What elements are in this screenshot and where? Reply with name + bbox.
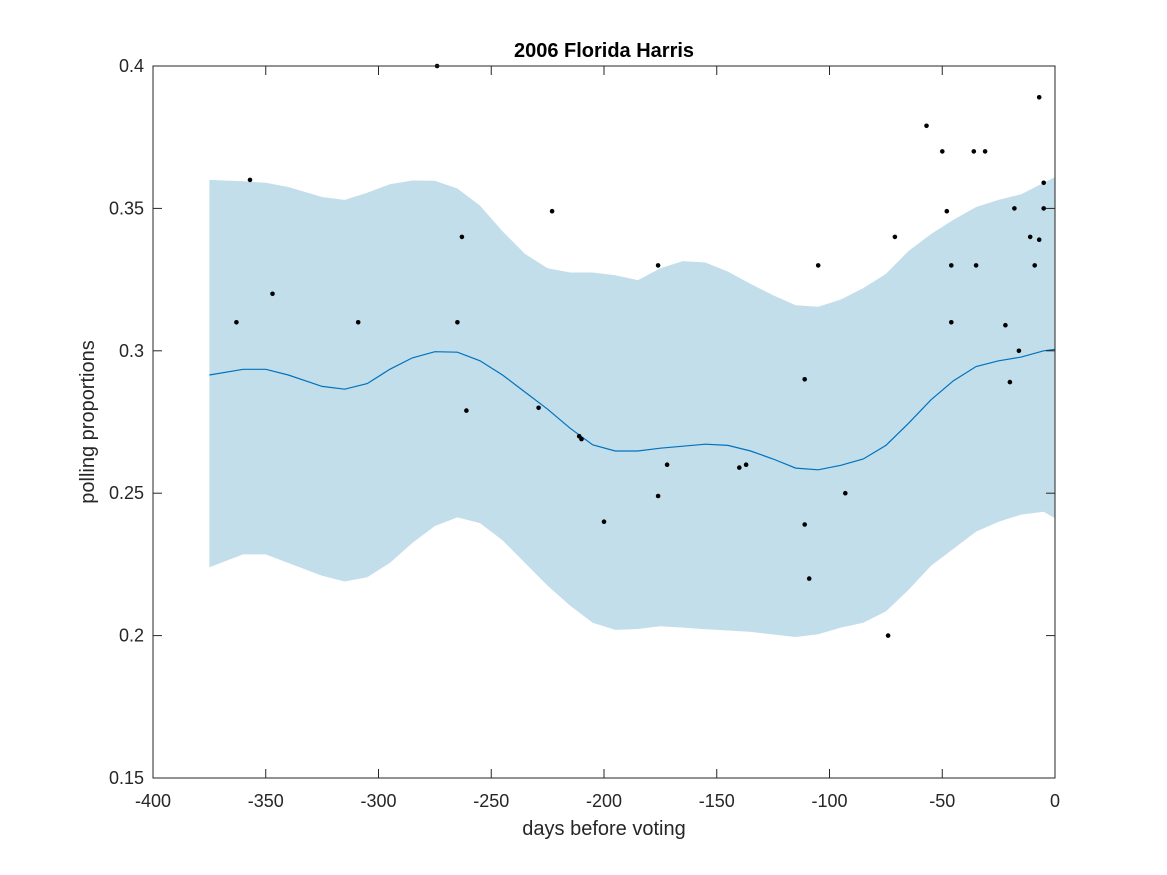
poll-point — [924, 123, 929, 129]
x-tick-label: -350 — [248, 791, 284, 811]
poll-point — [971, 149, 977, 154]
poll-point — [247, 177, 253, 183]
poll-point — [940, 149, 945, 154]
poll-point — [549, 208, 555, 214]
poll-point — [579, 436, 584, 442]
x-tick-label: 0 — [1050, 791, 1060, 811]
poll-point — [737, 465, 742, 470]
poll-point — [270, 291, 275, 297]
y-tick-label: 0.25 — [109, 483, 144, 503]
x-tick-label: -300 — [360, 791, 396, 811]
poll-point — [944, 208, 950, 214]
poll-point — [234, 320, 239, 325]
poll-point — [843, 490, 848, 496]
plot-area — [209, 63, 1056, 638]
y-tick-label: 0.4 — [119, 56, 144, 76]
x-tick-label: -150 — [699, 791, 735, 811]
poll-points — [234, 63, 1046, 638]
poll-point — [982, 149, 988, 154]
poll-point — [1041, 180, 1046, 186]
poll-point — [973, 263, 979, 268]
poll-point — [655, 493, 661, 499]
confidence-band — [209, 177, 1055, 637]
poll-point — [459, 234, 465, 240]
poll-point — [601, 519, 607, 524]
y-axis-label: polling proportions — [77, 340, 99, 503]
poll-point — [885, 633, 891, 638]
x-tick-label: -50 — [929, 791, 955, 811]
poll-point — [355, 320, 361, 325]
mean-trend-line — [209, 348, 1056, 471]
y-tick-label: 0.15 — [109, 768, 144, 788]
poll-point — [1016, 348, 1022, 354]
poll-point — [1012, 206, 1017, 211]
poll-point — [1041, 206, 1046, 211]
x-tick-label: -400 — [135, 791, 171, 811]
x-tick-label: -250 — [473, 791, 509, 811]
y-tick-label: 0.3 — [119, 341, 144, 361]
x-tick-label: -100 — [811, 791, 847, 811]
y-tick-label: 0.35 — [109, 198, 144, 218]
poll-point — [806, 576, 812, 581]
poll-point — [536, 405, 541, 411]
poll-point — [1027, 234, 1033, 240]
poll-point — [1003, 322, 1008, 328]
poll-point — [455, 320, 460, 325]
poll-point — [1036, 95, 1042, 100]
poll-point — [464, 408, 469, 413]
poll-point — [949, 320, 954, 325]
x-tick-label: -200 — [586, 791, 622, 811]
poll-point — [1032, 263, 1037, 268]
poll-point — [743, 462, 749, 468]
x-axis-ticks: -400 -350 -300 -250 -200 -150 -100 -50 0 — [135, 66, 1060, 811]
poll-point — [802, 377, 807, 382]
poll-point — [802, 522, 807, 527]
poll-point — [949, 263, 954, 268]
y-axis-ticks: 0.15 0.2 0.25 0.3 0.35 0.4 — [109, 56, 1055, 788]
y-tick-label: 0.2 — [119, 626, 144, 646]
poll-point — [655, 263, 661, 268]
poll-point — [892, 234, 898, 240]
x-axis-label: days before voting — [522, 818, 685, 840]
chart-title: 2006 Florida Harris — [514, 40, 694, 62]
poll-point — [1036, 237, 1042, 242]
poll-point — [1007, 379, 1013, 385]
poll-point — [815, 263, 821, 268]
poll-point — [664, 462, 670, 468]
